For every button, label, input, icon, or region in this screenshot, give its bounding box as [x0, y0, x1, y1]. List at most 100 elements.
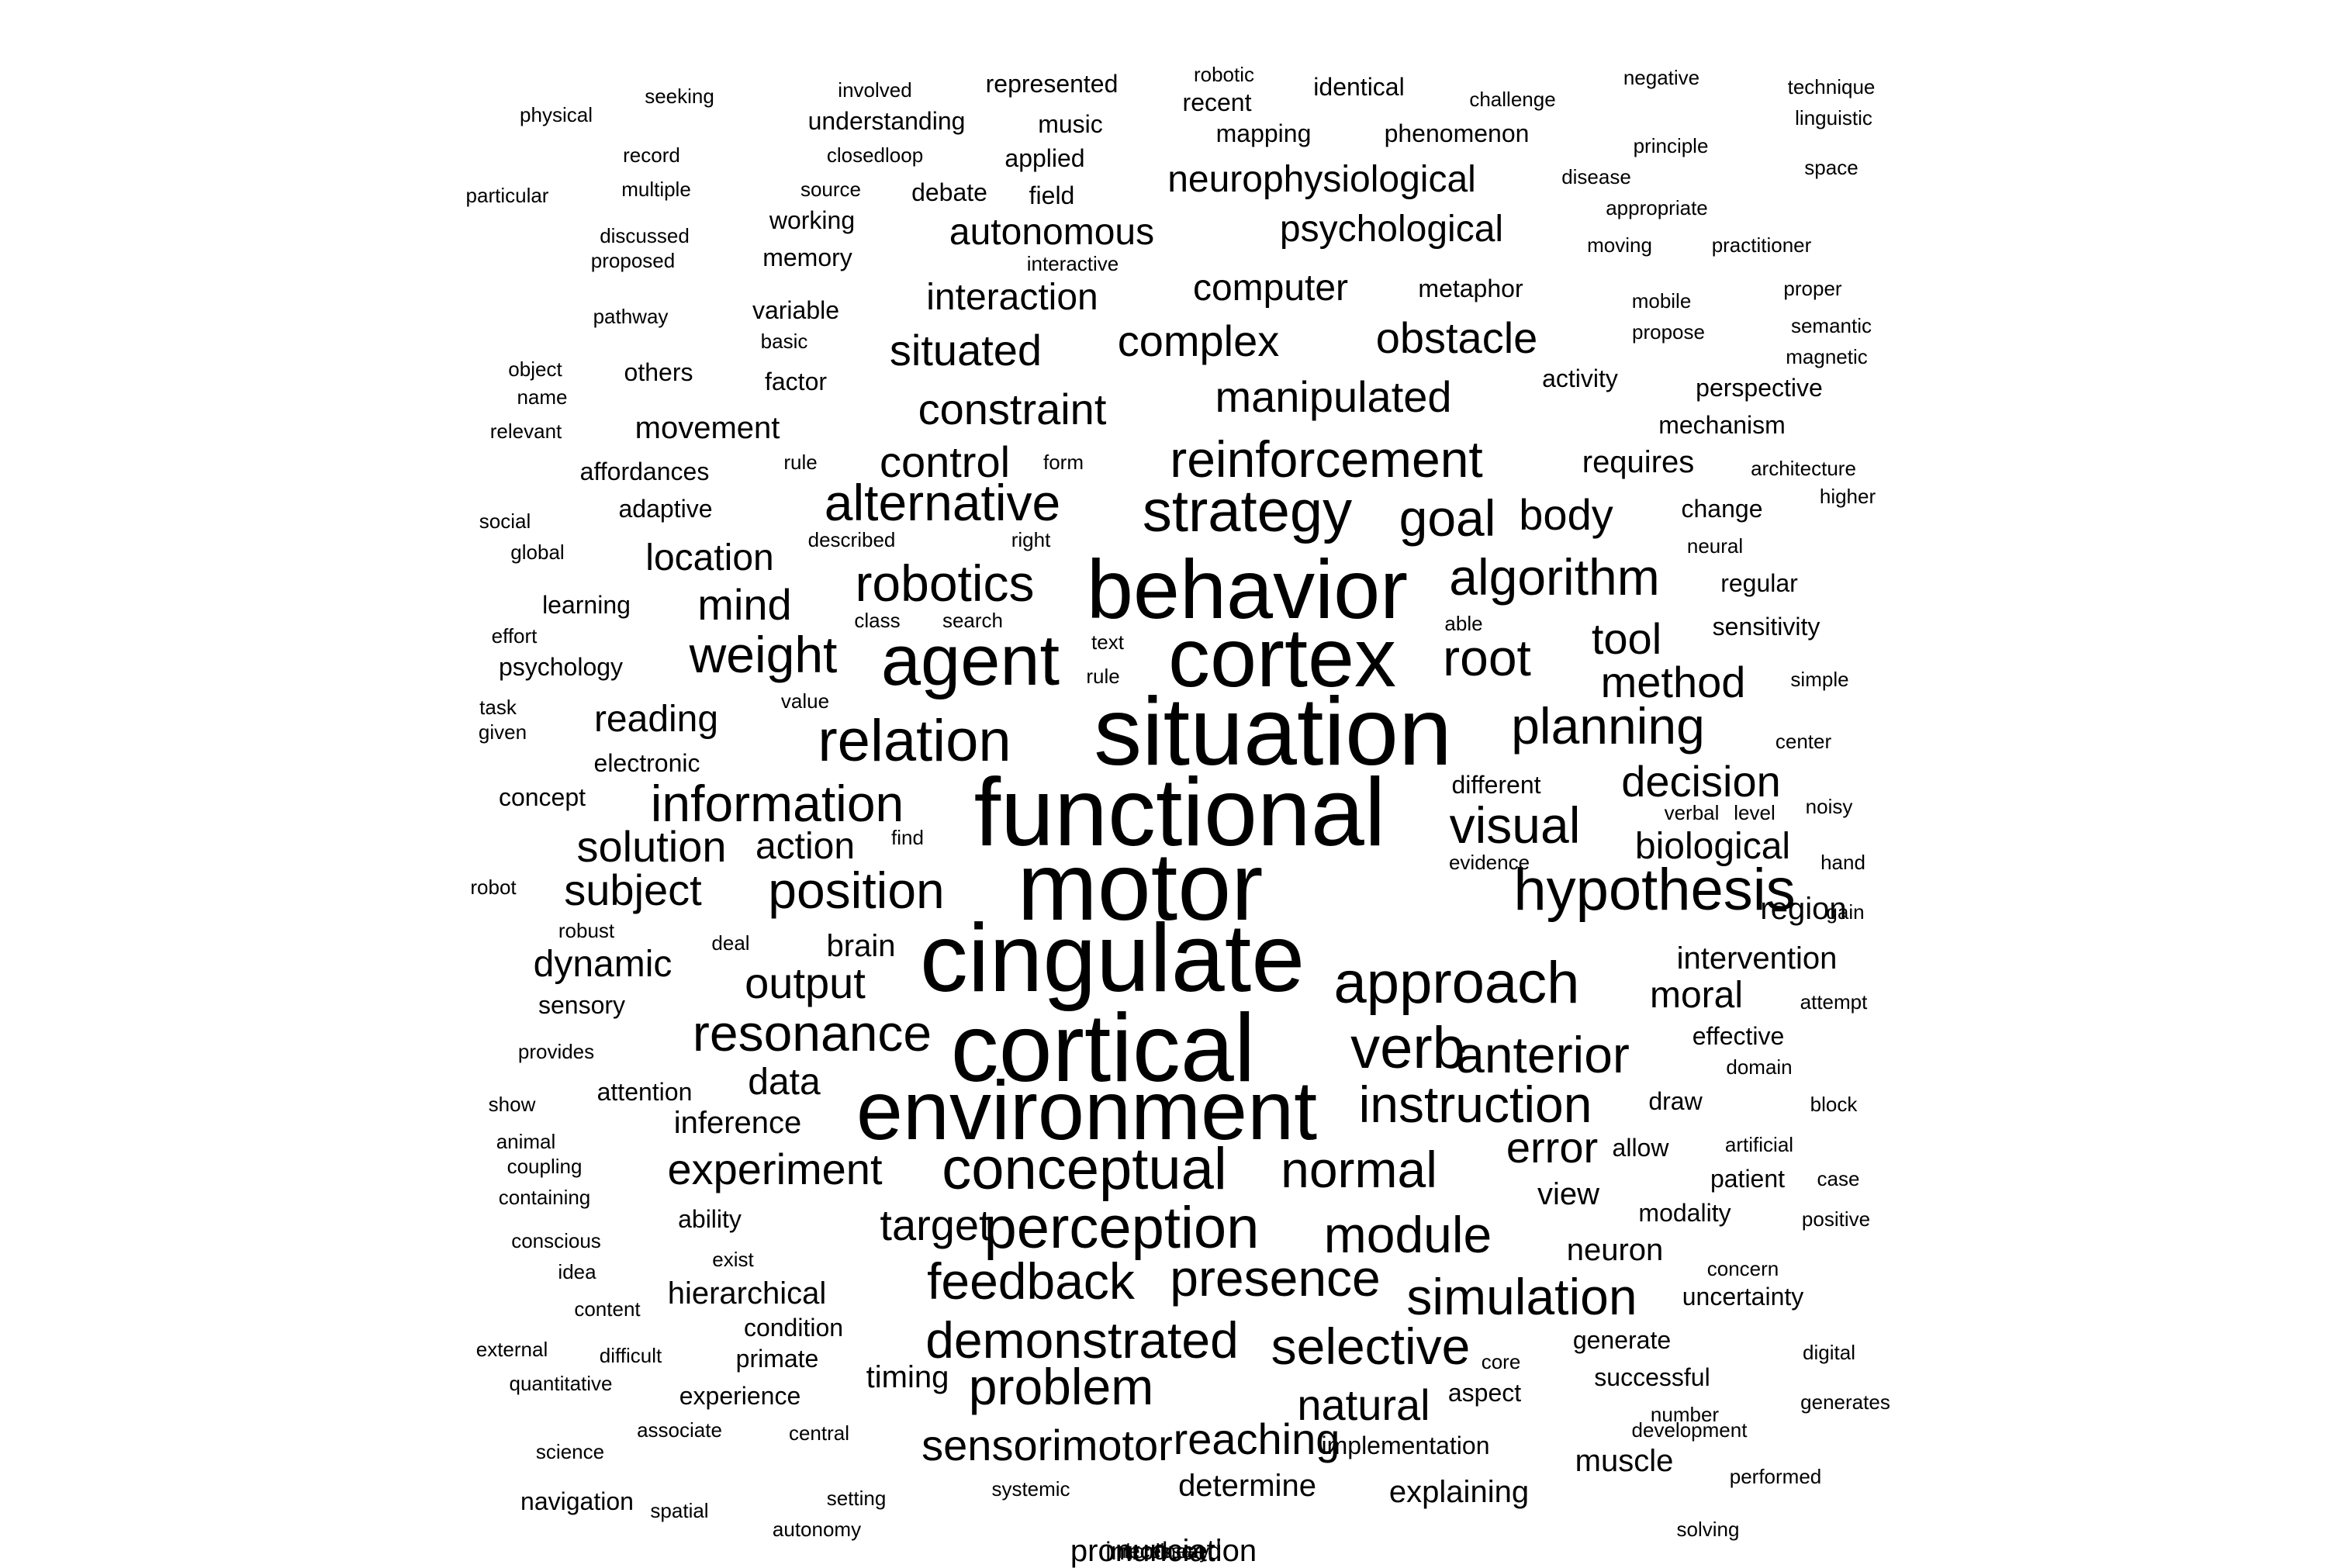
cloud-word-mobile: mobile [1631, 289, 1692, 313]
cloud-word-brain: brain [826, 929, 896, 963]
cloud-word-record: record [623, 143, 680, 167]
cloud-word-moving: moving [1587, 233, 1652, 257]
cloud-word-development: development [1631, 1418, 1748, 1442]
cloud-word-systemic: systemic [991, 1477, 1070, 1501]
cloud-word-disease: disease [1561, 165, 1631, 188]
cloud-word-effective: effective [1692, 1022, 1785, 1050]
cloud-word-intervention: intervention [1676, 941, 1838, 976]
cloud-word-proper: proper [1783, 277, 1842, 300]
cloud-word-reinforcement: reinforcement [1170, 430, 1483, 488]
cloud-word-reading: reading [593, 699, 719, 740]
cloud-word-solution: solution [576, 822, 727, 871]
cloud-word-technique: technique [1787, 75, 1876, 98]
cloud-word-constraint: constraint [918, 385, 1107, 433]
cloud-word-generates: generates [1800, 1390, 1890, 1414]
cloud-word-attention: attention [596, 1078, 693, 1106]
cloud-word-inference: inference [673, 1106, 802, 1140]
cloud-word-situation: situation [1094, 679, 1452, 786]
cloud-word-situated: situated [889, 326, 1042, 375]
cloud-word-principle: principle [1633, 134, 1709, 157]
cloud-word-autonomy: autonomy [772, 1518, 862, 1541]
cloud-word-text: text [1091, 630, 1124, 654]
cloud-word-feedback: feedback [927, 1252, 1135, 1310]
cloud-word-particular: particular [465, 184, 549, 207]
cloud-word-decision: decision [1621, 757, 1781, 806]
cloud-word-target: target [880, 1200, 991, 1249]
cloud-word-closedloop: closedloop [826, 143, 924, 167]
cloud-word-computer: computer [1192, 268, 1349, 309]
cloud-word-physical: physical [520, 103, 593, 126]
cloud-word-find: find [891, 826, 924, 849]
cloud-word-demonstrated: demonstrated [925, 1311, 1239, 1369]
cloud-word-change: change [1681, 495, 1763, 523]
cloud-word-learning: learning [542, 591, 631, 619]
cloud-word-phenomenon: phenomenon [1384, 119, 1530, 147]
cloud-word-dynamic: dynamic [533, 944, 673, 985]
cloud-word-practitioner: practitioner [1711, 233, 1812, 257]
cloud-word-mind: mind [697, 580, 792, 629]
cloud-word-presence: presence [1170, 1249, 1381, 1307]
cloud-word-timing: timing [866, 1360, 949, 1394]
cloud-word-interaction: interaction [926, 277, 1098, 318]
cloud-word-condition: condition [743, 1314, 844, 1342]
cloud-word-draw: draw [1648, 1087, 1703, 1115]
cloud-word-control: control [879, 437, 1011, 486]
cloud-word-hypothesis: hypothesis [1513, 857, 1796, 923]
cloud-word-position: position [768, 862, 945, 919]
cloud-word-field: field [1029, 181, 1075, 209]
cloud-word-robotics: robotics [855, 554, 1035, 612]
cloud-word-interactive: interactive [1026, 252, 1119, 275]
cloud-word-hierarchical: hierarchical [667, 1276, 827, 1311]
cloud-word-applied: applied [1004, 144, 1085, 172]
cloud-word-artificial: artificial [1724, 1133, 1794, 1156]
cloud-word-problem: problem [968, 1358, 1154, 1415]
cloud-word-evidence: evidence [1448, 851, 1530, 874]
cloud-word-level: level [1734, 801, 1776, 824]
cloud-word-case: case [1817, 1167, 1860, 1190]
cloud-word-given: given [478, 720, 527, 744]
cloud-word-task: task [479, 696, 517, 719]
cloud-word-value: value [780, 689, 830, 713]
cloud-word-tool: tool [1591, 614, 1662, 663]
cloud-word-associate: associate [637, 1418, 722, 1442]
cloud-word-introduced: introduced [1105, 1537, 1222, 1565]
cloud-word-subject: subject [564, 865, 702, 914]
cloud-word-involved: involved [838, 78, 912, 102]
cloud-word-behavior: behavior [1086, 542, 1409, 636]
cloud-word-recent: recent [1182, 88, 1252, 116]
cloud-word-variable: variable [752, 296, 840, 324]
cloud-word-global: global [510, 541, 565, 564]
cloud-word-alternative: alternative [824, 474, 1061, 531]
cloud-word-pathway: pathway [593, 305, 669, 328]
cloud-word-biological: biological [1634, 826, 1791, 867]
cloud-word-animal: animal [496, 1130, 556, 1153]
cloud-word-muscle: muscle [1575, 1444, 1674, 1478]
cloud-word-seeking: seeking [645, 85, 714, 108]
cloud-word-central: central [788, 1421, 850, 1445]
cloud-word-regular: regular [1720, 569, 1798, 597]
cloud-word-difficult: difficult [599, 1344, 662, 1367]
cloud-word-provides: provides [517, 1040, 595, 1063]
cloud-word-metaphor: metaphor [1418, 275, 1523, 302]
cloud-word-manipulated: manipulated [1215, 372, 1452, 421]
cloud-word-experiment: experiment [667, 1145, 883, 1193]
cloud-word-setting: setting [826, 1487, 887, 1510]
cloud-word-digital: digital [1803, 1341, 1855, 1364]
cloud-word-aspect: aspect [1447, 1379, 1522, 1407]
cloud-word-weight: weight [689, 626, 838, 683]
cloud-word-content: content [574, 1297, 641, 1321]
cloud-word-relevant: relevant [489, 420, 562, 443]
cloud-word-relation: relation [818, 708, 1011, 774]
cloud-word-higher: higher [1819, 485, 1876, 508]
cloud-word-explaining: explaining [1388, 1475, 1530, 1509]
cloud-word-primate: primate [735, 1345, 819, 1373]
cloud-word-robot: robot [470, 876, 517, 899]
cloud-word-different: different [1451, 771, 1541, 799]
cloud-word-sensorimotor: sensorimotor [921, 1421, 1173, 1470]
cloud-word-perception: perception [984, 1195, 1260, 1261]
cloud-word-affordances: affordances [579, 458, 710, 485]
cloud-word-factor: factor [764, 368, 828, 395]
cloud-word-ability: ability [678, 1205, 742, 1233]
cloud-word-domain: domain [1726, 1055, 1793, 1079]
cloud-word-appropriate: appropriate [1606, 196, 1708, 219]
